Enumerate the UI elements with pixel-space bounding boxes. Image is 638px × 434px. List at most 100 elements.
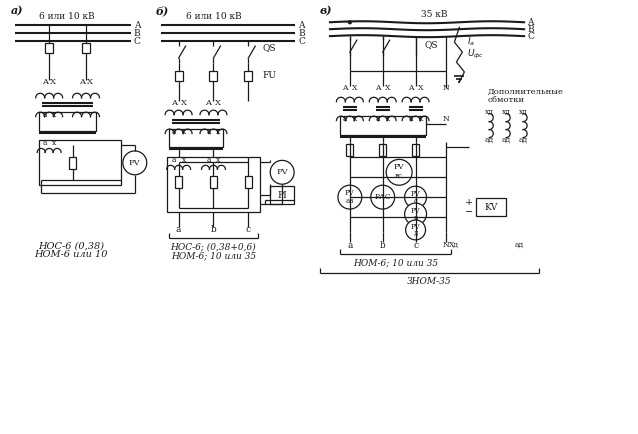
Text: x: x: [181, 156, 186, 164]
Text: PV: PV: [394, 163, 404, 171]
Text: PV: PV: [411, 190, 420, 198]
Text: д: д: [413, 229, 418, 237]
Text: X: X: [87, 78, 93, 86]
Text: ЗНОМ-35: ЗНОМ-35: [407, 277, 452, 286]
Text: с: с: [413, 197, 418, 205]
Circle shape: [348, 21, 352, 24]
Bar: [39, 141, 121, 185]
Text: aд: aд: [485, 135, 494, 144]
Bar: [271, 186, 294, 204]
Bar: [412, 145, 419, 156]
Text: $I_а$: $I_а$: [468, 36, 475, 48]
Text: A: A: [408, 84, 413, 92]
Text: b: b: [211, 225, 216, 234]
Text: x: x: [52, 139, 56, 148]
Text: X: X: [181, 99, 186, 107]
Text: X: X: [418, 84, 423, 92]
Text: a: a: [376, 115, 380, 123]
Text: x: x: [385, 115, 390, 123]
Text: б): б): [156, 5, 169, 16]
Text: A: A: [134, 21, 140, 30]
Text: a: a: [408, 115, 413, 123]
Text: ав: ав: [346, 197, 354, 205]
Text: xд: xд: [485, 108, 494, 116]
Bar: [39, 112, 96, 131]
Text: a: a: [172, 128, 176, 135]
Text: a: a: [176, 225, 181, 234]
Text: C: C: [298, 36, 305, 46]
Text: Xд: Xд: [449, 241, 459, 249]
Text: A: A: [342, 84, 348, 92]
Bar: [245, 176, 252, 187]
Text: N: N: [443, 241, 450, 249]
Text: A: A: [527, 18, 533, 27]
Text: x: x: [353, 115, 357, 123]
Text: C: C: [527, 32, 534, 41]
Bar: [477, 198, 506, 216]
Text: PV: PV: [129, 159, 140, 167]
Bar: [379, 145, 386, 156]
Text: QS: QS: [424, 39, 438, 49]
Text: c: c: [413, 241, 418, 250]
Text: +: +: [465, 197, 473, 207]
Circle shape: [123, 151, 147, 175]
Bar: [175, 176, 182, 187]
Text: aд: aд: [519, 135, 528, 144]
Bar: [209, 71, 218, 81]
Text: xд: xд: [519, 108, 528, 116]
Bar: [82, 43, 90, 53]
Text: НОМ-6; 10 или 35: НОМ-6; 10 или 35: [171, 251, 256, 260]
Circle shape: [271, 161, 294, 184]
Circle shape: [386, 159, 412, 185]
Text: B: B: [298, 29, 305, 38]
Text: НОС-6 (0,38): НОС-6 (0,38): [38, 241, 104, 250]
Bar: [167, 158, 260, 212]
Text: xд: xд: [501, 108, 510, 116]
Text: a: a: [43, 111, 47, 118]
Bar: [210, 176, 217, 187]
Bar: [45, 43, 53, 53]
Text: Дополнительные: Дополнительные: [487, 88, 563, 96]
Text: PV: PV: [411, 207, 420, 215]
Text: $U_{фс}$: $U_{фс}$: [468, 47, 485, 61]
Text: 6 или 10 кВ: 6 или 10 кВ: [186, 12, 241, 21]
Text: x: x: [419, 115, 423, 123]
Text: B: B: [134, 29, 140, 38]
Text: N: N: [443, 115, 450, 123]
Text: обмотки: обмотки: [487, 96, 524, 104]
Text: X: X: [352, 84, 357, 92]
Text: вс: вс: [395, 172, 403, 180]
Circle shape: [404, 203, 427, 225]
Text: FU: FU: [262, 72, 276, 80]
Text: НОС-6; (0,38+0,6): НОС-6; (0,38+0,6): [170, 242, 256, 251]
Text: в: в: [413, 214, 418, 222]
Text: PV: PV: [276, 168, 288, 176]
Text: PV: PV: [411, 223, 420, 231]
Text: НОМ-6; 10 или 35: НОМ-6; 10 или 35: [353, 258, 438, 267]
Text: x: x: [52, 111, 56, 118]
Text: a: a: [43, 139, 47, 148]
Circle shape: [404, 186, 427, 208]
Text: x: x: [216, 156, 221, 164]
Text: N: N: [443, 84, 450, 92]
Text: a: a: [172, 156, 176, 164]
Circle shape: [371, 185, 395, 209]
Text: KV: KV: [484, 203, 498, 211]
Text: A: A: [298, 21, 304, 30]
Text: PI: PI: [278, 191, 287, 200]
Bar: [168, 128, 223, 148]
Text: B: B: [527, 25, 534, 34]
Text: b: b: [380, 241, 385, 250]
Text: РАС: РАС: [375, 193, 391, 201]
Text: QS: QS: [262, 43, 276, 52]
Text: aд: aд: [514, 241, 524, 249]
Text: X: X: [216, 99, 221, 107]
Text: a: a: [206, 156, 211, 164]
Text: A: A: [79, 78, 85, 86]
Text: C: C: [134, 36, 141, 46]
Text: A: A: [42, 78, 48, 86]
Text: A: A: [170, 99, 177, 107]
Text: a: a: [206, 128, 211, 135]
Text: X: X: [385, 84, 390, 92]
Text: X: X: [50, 78, 56, 86]
